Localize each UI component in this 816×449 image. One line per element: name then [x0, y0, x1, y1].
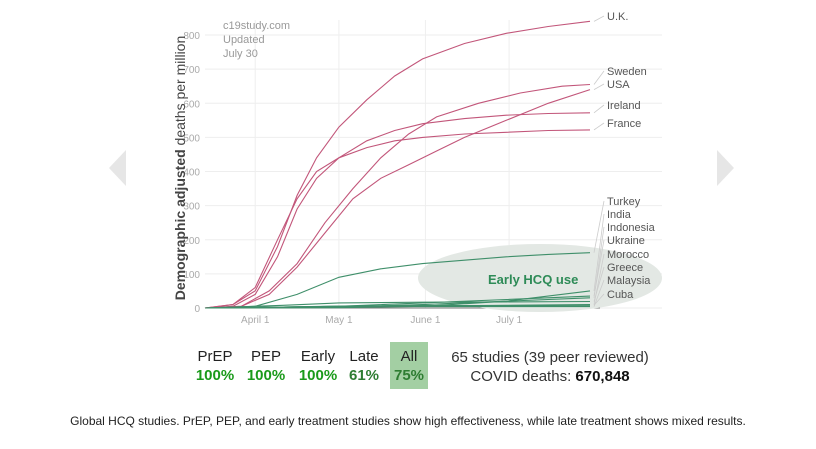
early-hcq-annotation: Early HCQ use [488, 272, 578, 287]
stat-value: 100% [298, 367, 338, 384]
y-axis-label: Demographic adjusted deaths per million [172, 36, 188, 301]
series-line-usa [204, 89, 591, 309]
stats-row: PrEP 100% PEP 100% Early 100% Late 61% A… [0, 342, 816, 391]
y-ticks: 0 100 200 300 400 500 600 700 800 [183, 31, 200, 315]
stat-all[interactable]: All 75% [390, 342, 428, 389]
series-label: Sweden [607, 66, 647, 78]
stat-prep[interactable]: PrEP 100% [193, 347, 237, 385]
stat-value: 61% [348, 367, 380, 384]
series-line-cuba [204, 304, 591, 309]
series-label: India [607, 209, 632, 221]
stat-value: 75% [393, 367, 425, 384]
series-line-uk [204, 20, 591, 309]
source-note-updated: Updated [223, 34, 265, 46]
covid-deaths-label: COVID deaths: [470, 368, 576, 385]
y-tick-label: 100 [183, 270, 200, 281]
series-leader-line [593, 104, 605, 114]
y-tick-label: 600 [183, 99, 200, 110]
series-line-sweden [204, 83, 591, 309]
series-leader-line [593, 293, 605, 306]
series-label: Indonesia [607, 222, 656, 234]
series-label: Ukraine [607, 235, 645, 247]
series-label: Cuba [607, 289, 634, 301]
x-ticks: April 1 May 1 June 1 July 1 [241, 315, 523, 326]
series-line-france [204, 129, 591, 309]
x-tick-label: May 1 [325, 315, 353, 326]
series-leader-line [593, 70, 605, 85]
chevron-right-icon[interactable] [717, 150, 734, 186]
y-tick-label: 0 [194, 304, 200, 315]
x-tick-label: April 1 [241, 315, 270, 326]
chevron-left-icon[interactable] [109, 150, 126, 186]
series-leader-line [593, 213, 605, 291]
y-tick-label: 300 [183, 202, 200, 213]
y-tick-label: 700 [183, 65, 200, 76]
series-leader-line [593, 122, 605, 131]
y-axis-label-bold: Demographic adjusted [172, 149, 188, 300]
series-leader-line [593, 15, 605, 22]
stat-label: Early [300, 348, 336, 365]
covid-deaths: COVID deaths: 670,848 [440, 367, 660, 386]
chart: 0 100 200 300 400 500 600 700 800 April 1 May 1 Ju… [172, 11, 662, 326]
source-note-site: c19study.com [223, 20, 290, 32]
series-leader-line [593, 239, 605, 297]
source-note-date: July 30 [223, 48, 258, 60]
y-tick-label: 500 [183, 133, 200, 144]
series-line-ireland [204, 112, 591, 309]
series-label: Turkey [607, 196, 641, 208]
stat-label: PEP [250, 348, 281, 365]
studies-count: 65 studies (39 peer reviewed) [451, 349, 649, 366]
series-leader-line [593, 83, 605, 90]
series-lines [204, 20, 591, 309]
x-tick-label: July 1 [496, 315, 523, 326]
series-line-greece [204, 300, 591, 309]
stat-value: 100% [195, 367, 235, 384]
series-label: Morocco [607, 249, 649, 261]
series-label: Ireland [607, 100, 641, 112]
series-label: Greece [607, 262, 643, 274]
series-leader-line [593, 279, 605, 307]
summary: 65 studies (39 peer reviewed) COVID deat… [440, 348, 660, 386]
y-tick-label: 200 [183, 236, 200, 247]
y-tick-label: 400 [183, 168, 200, 179]
y-tick-label: 800 [183, 31, 200, 42]
x-tick-label: June 1 [410, 315, 440, 326]
stat-late[interactable]: Late 61% [346, 347, 382, 385]
series-label: USA [607, 79, 630, 91]
stat-label: PrEP [197, 348, 233, 365]
stat-pep[interactable]: PEP 100% [244, 347, 288, 385]
series-label: France [607, 118, 641, 130]
caption: Global HCQ studies. PrEP, PEP, and early… [70, 414, 746, 428]
series-label: U.K. [607, 11, 628, 23]
stat-value: 100% [246, 367, 286, 384]
series-label: Malaysia [607, 275, 651, 287]
stat-label: Late [349, 348, 379, 365]
covid-deaths-value: 670,848 [575, 368, 630, 385]
series-leader-line [593, 266, 605, 302]
stat-label: All [400, 348, 418, 365]
series-leader-line [593, 200, 605, 253]
y-axis-label-rest: deaths per million [172, 36, 188, 150]
early-hcq-highlight [418, 244, 662, 312]
series-line-turkey [204, 252, 591, 309]
stat-early[interactable]: Early 100% [296, 347, 340, 385]
